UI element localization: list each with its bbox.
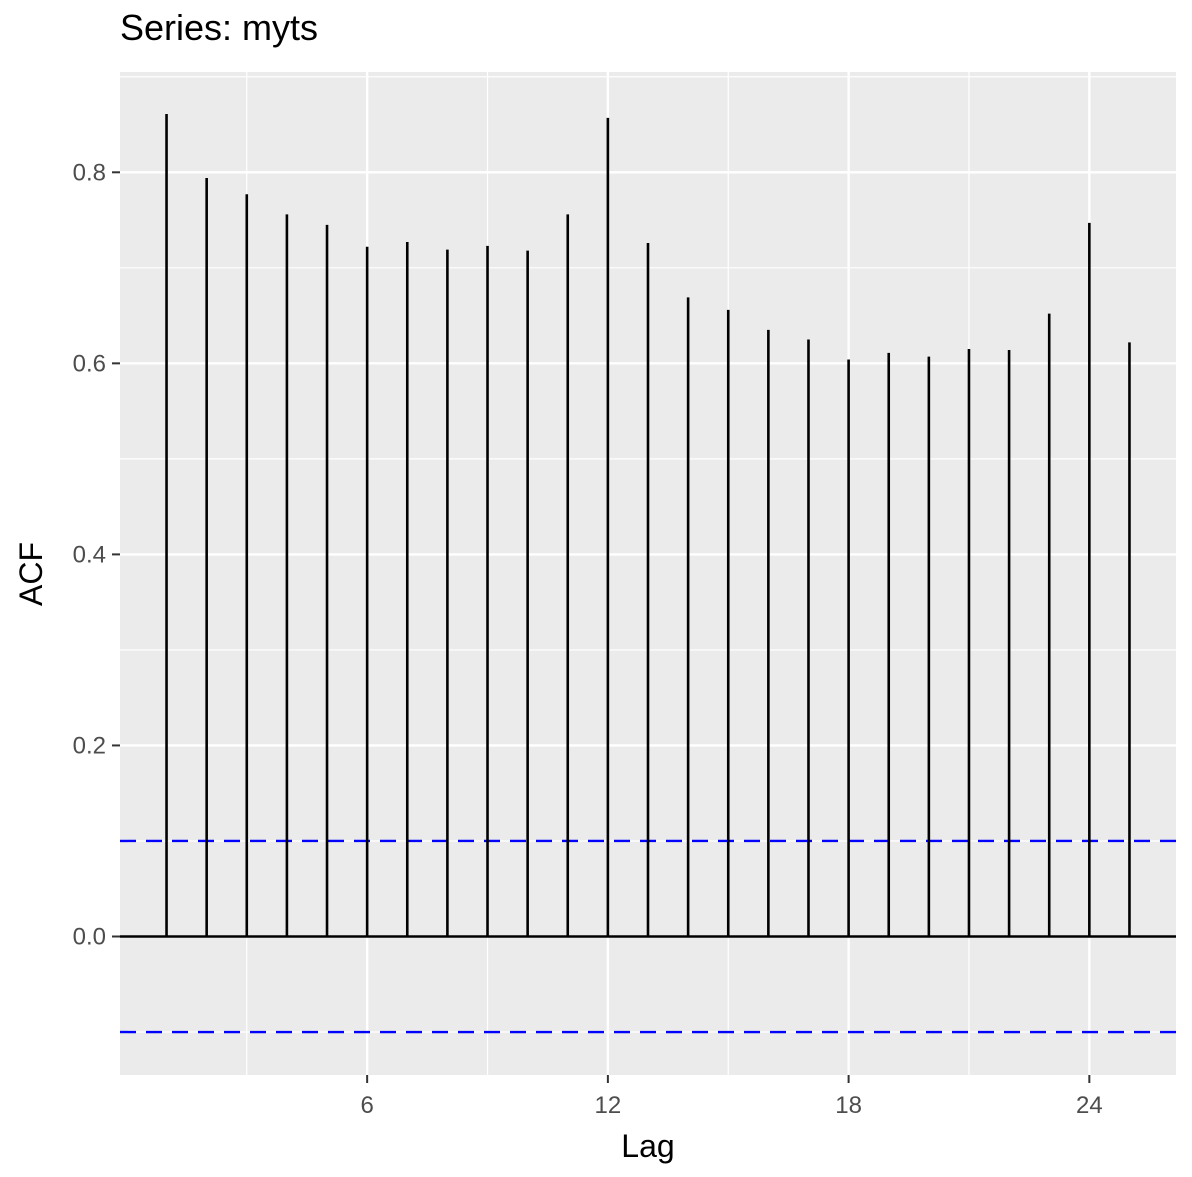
y-tick-label: 0.0 [73,923,106,950]
x-tick-label: 24 [1076,1092,1103,1119]
y-axis: 0.0 0.2 0.4 0.6 0.8 [73,159,120,950]
y-tick-label: 0.6 [73,350,106,377]
x-axis: 6 12 18 24 [360,1075,1102,1119]
chart-title: Series: myts [120,7,318,48]
x-axis-title: Lag [621,1128,674,1164]
y-axis-title: ACF [13,542,49,606]
x-tick-label: 6 [360,1092,373,1119]
y-tick-label: 0.2 [73,732,106,759]
y-tick-label: 0.8 [73,159,106,186]
x-tick-label: 12 [595,1092,622,1119]
y-tick-label: 0.4 [73,541,106,568]
x-tick-label: 18 [835,1092,862,1119]
